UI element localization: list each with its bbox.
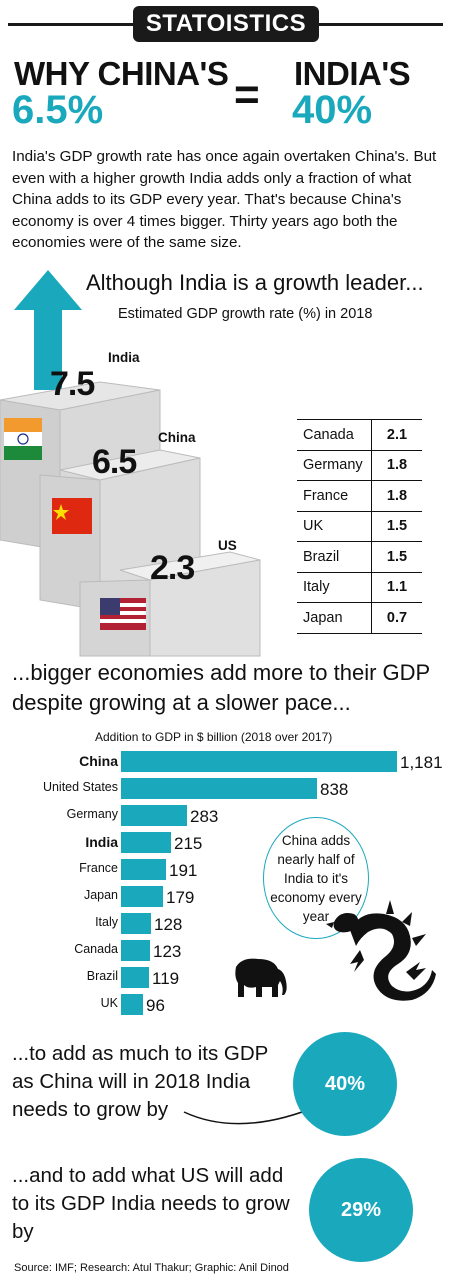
source-credit: Source: IMF; Research: Atul Thakur; Grap…: [14, 1262, 289, 1274]
growth-rate-table: Canada 2.1 Germany 1.8 France 1.8 UK 1.5 Brazil 1…: [297, 419, 422, 634]
section2-subtitle: Addition to GDP in $ billion (2018 over …: [95, 730, 333, 744]
masthead: STATOISTICS: [133, 6, 319, 42]
growth-stairs-graphic: [0, 270, 261, 657]
elephant-icon: [235, 958, 287, 997]
table-value-cell: 1.1: [371, 572, 422, 603]
table-country-cell: Italy: [297, 572, 372, 603]
table-row: Germany 1.8: [297, 450, 422, 481]
table-value-cell: 1.8: [371, 480, 422, 512]
table-value-cell: 1.8: [371, 450, 422, 481]
stair-value-india: 7.5: [50, 365, 95, 403]
growth-needed-china-circle: 40%: [293, 1032, 397, 1136]
bar-value-label: 179: [166, 888, 195, 907]
bar-category-label: China: [79, 753, 118, 769]
growth-needed-us-value: 29%: [340, 1198, 382, 1221]
stair-value-us: 2.3: [150, 549, 195, 587]
table-value-cell: 1.5: [371, 511, 422, 542]
bar-value-label: 119: [152, 969, 180, 988]
table-row: France 1.8: [297, 480, 422, 512]
bar-brazil: [121, 967, 149, 988]
bar-category-label: France: [79, 861, 118, 875]
table-row: Canada 2.1: [297, 419, 422, 451]
stair-label-us: US: [218, 538, 237, 553]
bar-category-label: Germany: [66, 807, 118, 821]
intro-paragraph: India's GDP growth rate has once again o…: [12, 148, 437, 251]
table-row: UK 1.5: [297, 511, 422, 542]
table-row: Japan 0.7: [297, 602, 422, 634]
bar-germany: [121, 805, 187, 826]
table-row: Italy 1.1: [297, 572, 422, 603]
bar-category-label: UK: [100, 996, 118, 1010]
bar-value-label: 1,181: [400, 753, 443, 772]
bar-india: [121, 832, 171, 853]
stair-value-china: 6.5: [92, 443, 137, 481]
china-flag-icon: [52, 498, 92, 534]
bar-value-label: 283: [190, 807, 219, 826]
bar-italy: [121, 913, 151, 934]
table-country-cell: Canada: [297, 419, 372, 451]
china-callout-text: China adds nearly half of India to it's …: [270, 832, 362, 924]
bar-china: [121, 751, 397, 772]
headline-right-title: INDIA'S: [294, 55, 411, 92]
bar-category-label: United States: [42, 780, 118, 794]
bar-uk: [121, 994, 143, 1015]
bar-value-label: 96: [146, 996, 165, 1015]
bar-value-label: 215: [174, 834, 203, 853]
table-value-cell: 2.1: [371, 419, 422, 451]
bar-value-label: 191: [169, 861, 198, 880]
section2-title: ...bigger economies add more to their GD…: [12, 660, 430, 715]
india-flag-icon: [4, 418, 42, 460]
dragon-icon: [326, 900, 436, 1001]
table-row: Brazil 1.5: [297, 541, 422, 573]
bar-category-label: Italy: [95, 915, 118, 929]
table-country-cell: France: [297, 480, 372, 512]
bar-value-label: 128: [154, 915, 183, 934]
bar-united-states: [121, 778, 317, 799]
growth-needed-us-circle: 29%: [309, 1158, 413, 1262]
stair-label-india: India: [108, 350, 140, 365]
table-country-cell: Japan: [297, 602, 372, 634]
section1-title: Although India is a growth leader...: [86, 270, 424, 295]
section3-text: ...to add as much to its GDP as China wi…: [12, 1042, 268, 1121]
table-value-cell: 1.5: [371, 541, 422, 573]
growth-needed-china-value: 40%: [324, 1072, 366, 1095]
bar-value-label: 838: [320, 780, 349, 799]
bar-japan: [121, 886, 163, 907]
headline-equals: =: [234, 70, 260, 119]
section1-subtitle: Estimated GDP growth rate (%) in 2018: [118, 306, 373, 322]
bar-category-label: Japan: [83, 888, 118, 902]
headline-left-value: 6.5%: [12, 88, 104, 132]
section4-text: ...and to add what US will add to its GD…: [12, 1164, 290, 1243]
table-value-cell: 0.7: [371, 602, 422, 634]
bar-france: [121, 859, 166, 880]
table-country-cell: UK: [297, 511, 372, 542]
china-callout-bubble: China adds nearly half of India to it's …: [263, 817, 369, 939]
bar-canada: [121, 940, 150, 961]
us-flag-icon: [100, 598, 146, 630]
table-country-cell: Germany: [297, 450, 372, 481]
headline-left-title: WHY CHINA'S: [14, 55, 229, 92]
bar-category-label: Brazil: [86, 969, 118, 983]
stair-label-china: China: [158, 430, 196, 445]
bar-value-label: 123: [153, 942, 182, 961]
bar-category-label: India: [85, 834, 118, 850]
table-country-cell: Brazil: [297, 541, 372, 573]
headline-right-value: 40%: [292, 88, 373, 132]
bar-category-label: Canada: [74, 942, 118, 956]
up-arrow-icon: [14, 270, 82, 390]
